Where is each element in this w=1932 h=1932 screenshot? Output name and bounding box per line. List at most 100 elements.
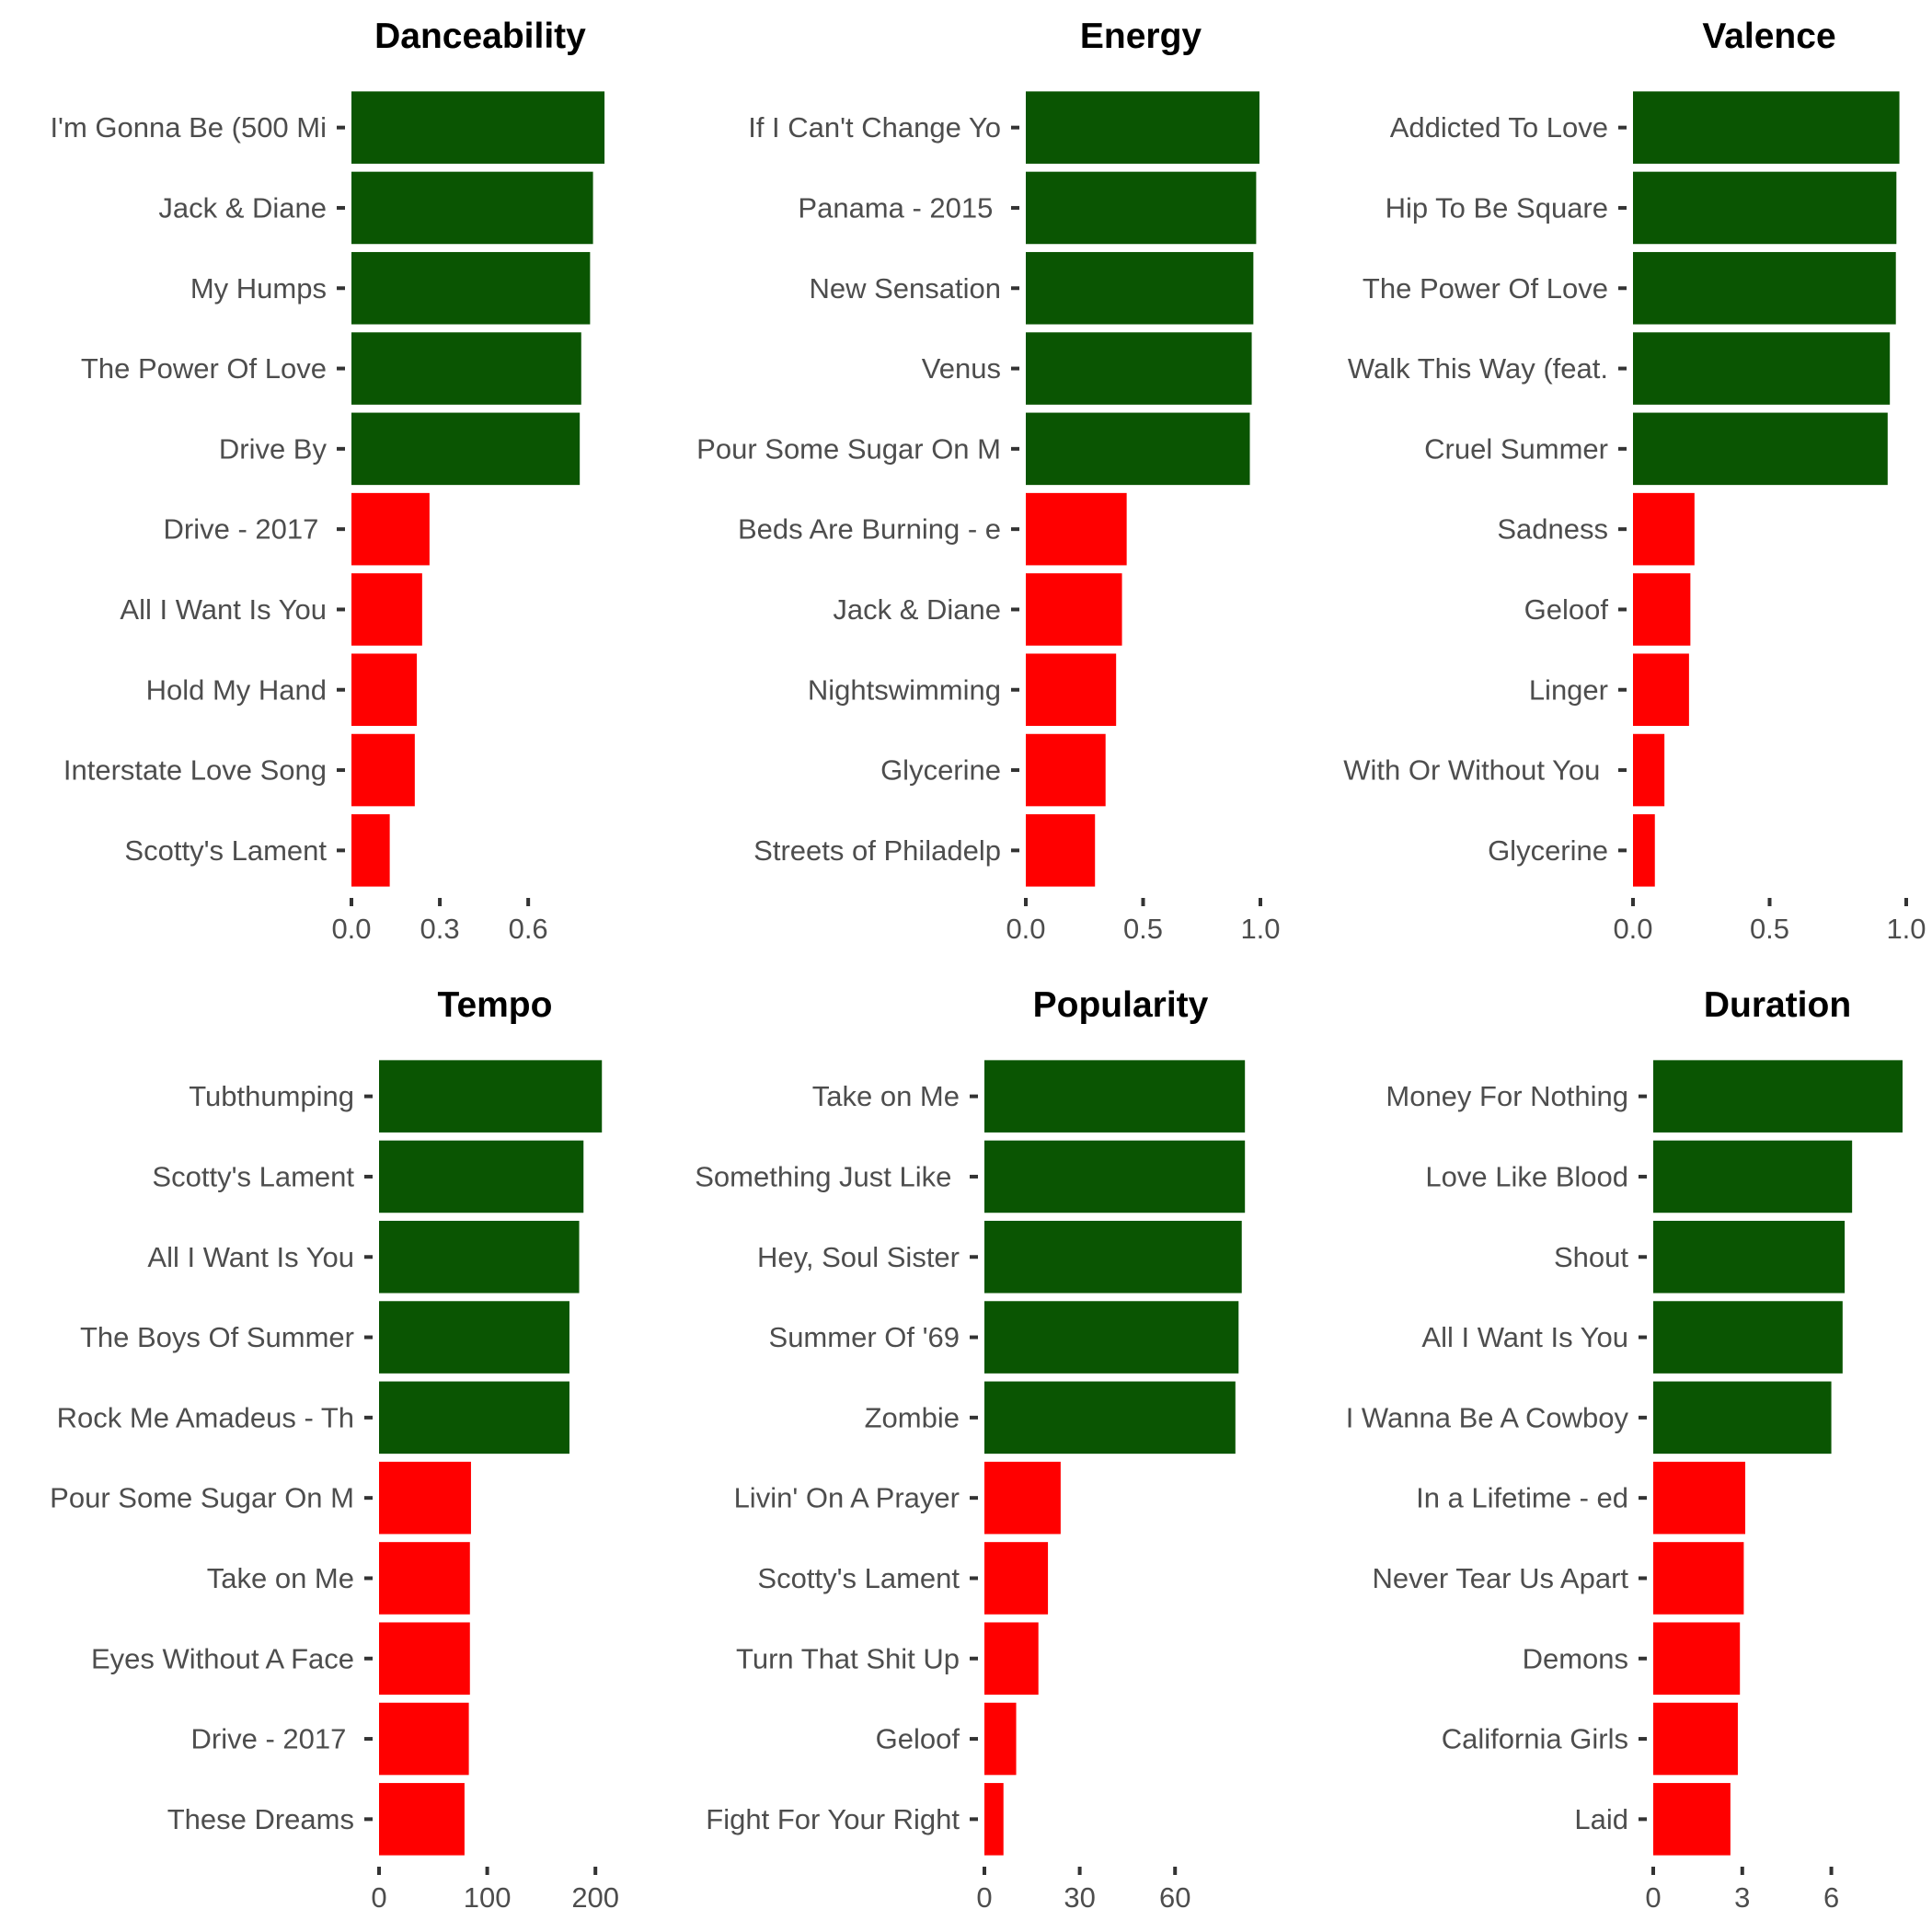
bar[interactable] (1653, 1140, 1853, 1213)
bar[interactable] (1026, 412, 1250, 486)
bar[interactable] (984, 1140, 1246, 1213)
bar[interactable] (1026, 171, 1257, 245)
bar[interactable] (1633, 733, 1665, 807)
bar[interactable] (351, 412, 581, 486)
panel-title: Valence (1702, 17, 1835, 56)
category-label: Demons (1523, 1642, 1628, 1674)
bar[interactable] (351, 91, 605, 164)
x-tick-label: 0.5 (1123, 913, 1163, 945)
bar[interactable] (1026, 653, 1117, 727)
bar[interactable] (1653, 1381, 1832, 1455)
category-label: My Humps (190, 272, 327, 305)
category-label: Interstate Love Song (63, 754, 327, 787)
bar[interactable] (1026, 492, 1127, 566)
bar[interactable] (1653, 1783, 1731, 1856)
category-label: All I Want Is You (147, 1241, 354, 1273)
bar[interactable] (1633, 412, 1888, 486)
bar[interactable] (379, 1301, 569, 1374)
bar[interactable] (379, 1381, 569, 1455)
category-label: Drive - 2017 (191, 1723, 354, 1755)
category-label: Beds Are Burning - e (738, 513, 1001, 546)
bar[interactable] (1633, 91, 1900, 164)
bar[interactable] (351, 251, 591, 325)
category-label: Addicted To Love (1390, 111, 1608, 144)
panel-tempo: Tempo Tubthumping Scotty's Lament All I Wan… (50, 985, 619, 1914)
category-label: Hold My Hand (146, 673, 327, 706)
bar[interactable] (351, 733, 415, 807)
bar[interactable] (1653, 1060, 1903, 1133)
x-tick-label: 200 (571, 1881, 619, 1914)
category-label: Linger (1529, 673, 1608, 706)
bar[interactable] (1633, 814, 1655, 887)
bar[interactable] (984, 1301, 1239, 1374)
category-label: The Boys Of Summer (80, 1321, 354, 1353)
bar[interactable] (379, 1060, 603, 1133)
bar[interactable] (1653, 1622, 1741, 1696)
category-label: Drive By (219, 432, 328, 465)
bar[interactable] (984, 1622, 1039, 1696)
category-label: If I Can't Change Yo (748, 111, 1001, 144)
bar[interactable] (1026, 733, 1106, 807)
x-tick-label: 0.0 (331, 913, 371, 945)
category-label: Sadness (1497, 513, 1608, 546)
x-tick-label: 0.0 (1613, 913, 1652, 945)
category-label: Shout (1554, 1241, 1628, 1273)
panel-title: Tempo (438, 985, 553, 1025)
x-tick-label: 60 (1159, 1881, 1190, 1914)
x-tick-label: 1.0 (1240, 913, 1280, 945)
bar[interactable] (984, 1542, 1049, 1615)
bar[interactable] (379, 1702, 469, 1776)
bar[interactable] (1653, 1542, 1744, 1615)
bar[interactable] (1026, 91, 1259, 164)
category-label: Something Just Like (695, 1160, 960, 1192)
category-label: Take on Me (812, 1080, 960, 1112)
category-label: Turn That Shit Up (736, 1642, 960, 1674)
bar[interactable] (351, 492, 430, 566)
bar[interactable] (379, 1461, 471, 1535)
bar[interactable] (351, 573, 422, 646)
bar[interactable] (1026, 814, 1096, 887)
bar[interactable] (984, 1060, 1246, 1133)
bar[interactable] (1026, 332, 1252, 405)
x-tick-label: 0.3 (420, 913, 460, 945)
bar[interactable] (1633, 251, 1896, 325)
bar[interactable] (379, 1622, 470, 1696)
panel-title: Danceability (374, 17, 586, 56)
bar[interactable] (1653, 1702, 1738, 1776)
bar[interactable] (351, 653, 418, 727)
bar[interactable] (984, 1381, 1236, 1455)
bar[interactable] (1633, 171, 1897, 245)
category-label: Love Like Blood (1425, 1160, 1628, 1192)
bar[interactable] (351, 814, 390, 887)
bar[interactable] (984, 1461, 1061, 1535)
category-label: Rock Me Amadeus - Th (57, 1401, 354, 1433)
bar[interactable] (1633, 653, 1689, 727)
bar[interactable] (1653, 1461, 1746, 1535)
bar[interactable] (1026, 251, 1254, 325)
bar[interactable] (379, 1140, 584, 1213)
bar[interactable] (984, 1220, 1242, 1294)
bar[interactable] (351, 332, 581, 405)
bar[interactable] (984, 1783, 1004, 1856)
bar[interactable] (984, 1702, 1017, 1776)
bar[interactable] (1653, 1220, 1846, 1294)
category-label: Glycerine (1488, 834, 1608, 867)
x-tick-label: 0 (371, 1881, 386, 1914)
panel-title: Duration (1704, 985, 1851, 1025)
bar[interactable] (379, 1220, 580, 1294)
category-label: Streets of Philadelp (753, 834, 1001, 867)
bar[interactable] (351, 171, 593, 245)
bar[interactable] (1633, 573, 1691, 646)
bar[interactable] (1633, 332, 1891, 405)
bar[interactable] (1633, 492, 1695, 566)
category-label: Livin' On A Prayer (734, 1482, 960, 1514)
bar[interactable] (1026, 573, 1122, 646)
bar[interactable] (1653, 1301, 1843, 1374)
category-label: Hey, Soul Sister (757, 1241, 960, 1273)
panel-danceability: Danceability I'm Gonna Be (500 Mi Jack & D… (50, 17, 605, 945)
bar[interactable] (379, 1542, 470, 1615)
bar[interactable] (379, 1783, 465, 1856)
